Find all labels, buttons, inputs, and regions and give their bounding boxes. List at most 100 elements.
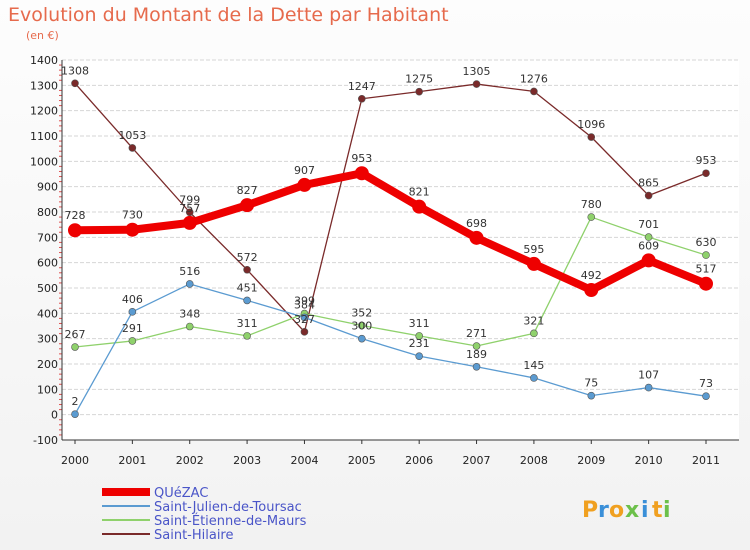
- data-label: 73: [699, 377, 713, 390]
- data-point: [300, 328, 309, 336]
- data-label: 352: [351, 306, 372, 319]
- data-label: 327: [294, 313, 315, 326]
- data-label: 728: [65, 209, 86, 222]
- data-label: 517: [696, 263, 717, 276]
- y-tick-label: 1100: [30, 130, 58, 143]
- data-label: 730: [122, 209, 143, 222]
- data-label: 595: [523, 243, 544, 256]
- logo-letter: i: [663, 498, 671, 523]
- x-tick-label: 2008: [520, 454, 548, 467]
- chart-title: Evolution du Montant de la Dette par Hab…: [8, 4, 449, 26]
- data-label: 291: [122, 322, 143, 335]
- data-label: 406: [122, 293, 143, 306]
- y-tick-label: 100: [37, 383, 58, 396]
- data-point: [472, 80, 481, 88]
- data-label: 516: [179, 265, 200, 278]
- data-label: 1308: [61, 64, 89, 77]
- data-label: 1275: [405, 73, 433, 86]
- data-point: [469, 230, 484, 245]
- y-tick-label: 1400: [30, 54, 58, 67]
- x-tick-label: 2004: [290, 454, 318, 467]
- data-label: 451: [237, 281, 258, 294]
- logo-letter: o: [609, 498, 624, 523]
- data-point: [412, 199, 427, 214]
- data-point: [128, 144, 137, 152]
- data-point: [68, 223, 82, 238]
- y-tick-label: 400: [37, 307, 58, 320]
- data-label: 384: [294, 298, 315, 311]
- y-tick-label: 500: [37, 282, 58, 295]
- data-label: 311: [237, 317, 258, 330]
- data-label: 907: [294, 164, 315, 177]
- series-line-3: [74, 82, 707, 333]
- data-label: 865: [638, 177, 659, 190]
- data-label: 953: [696, 154, 717, 167]
- data-point: [243, 296, 251, 305]
- logo-letter: x: [625, 498, 639, 523]
- data-point: [644, 191, 653, 200]
- data-point: [644, 383, 653, 392]
- data-label: 799: [179, 193, 200, 206]
- legend-label: Saint-Hilaire: [154, 528, 234, 543]
- data-point: [358, 334, 366, 343]
- data-label: 107: [638, 369, 659, 382]
- y-tick-label: 800: [37, 206, 58, 219]
- data-point: [300, 313, 309, 322]
- data-label: 271: [466, 327, 487, 340]
- chart-subtitle: (en €): [26, 29, 59, 42]
- data-point: [240, 198, 255, 213]
- y-tick-label: 700: [37, 231, 58, 244]
- data-label: 1247: [348, 80, 376, 93]
- x-tick-label: 2005: [348, 454, 376, 467]
- data-label: 348: [179, 308, 200, 321]
- data-point: [415, 352, 423, 360]
- y-tick-label: -100: [33, 434, 58, 447]
- data-point: [71, 343, 79, 351]
- data-point: [125, 222, 140, 237]
- data-point: [358, 94, 366, 103]
- y-tick-label: 300: [37, 333, 58, 346]
- data-point: [530, 329, 538, 338]
- data-label: 698: [466, 217, 487, 230]
- legend-label: Saint-Étienne-de-Maurs: [154, 513, 307, 529]
- data-label: 1053: [118, 129, 146, 142]
- data-label: 311: [409, 317, 430, 330]
- data-point: [699, 276, 713, 291]
- data-point: [584, 283, 599, 298]
- data-point: [128, 308, 137, 316]
- data-label: 492: [581, 269, 602, 282]
- y-tick-label: 600: [37, 257, 58, 270]
- logo-letter: t: [652, 498, 663, 523]
- data-label: 1276: [520, 72, 548, 85]
- data-label: 701: [638, 218, 659, 231]
- data-label: 572: [237, 251, 258, 264]
- logo-letter: i: [641, 498, 649, 523]
- data-point: [243, 332, 251, 340]
- data-point: [587, 133, 596, 141]
- y-tick-label: 200: [37, 358, 58, 371]
- data-point: [243, 265, 251, 274]
- data-point: [415, 332, 423, 340]
- data-point: [185, 208, 194, 217]
- data-point: [182, 215, 197, 230]
- x-tick-label: 2007: [463, 454, 491, 467]
- data-label: 300: [351, 320, 372, 333]
- data-point: [530, 87, 538, 96]
- data-point: [530, 374, 538, 382]
- x-tick-label: 2003: [233, 454, 261, 467]
- data-label: 145: [523, 359, 544, 372]
- data-label: 780: [581, 198, 602, 211]
- x-tick-label: 2009: [577, 454, 605, 467]
- data-label: 231: [409, 337, 430, 350]
- x-tick-label: 2011: [692, 454, 720, 467]
- data-point: [472, 342, 481, 350]
- data-point: [297, 177, 312, 192]
- series-line-1: [74, 283, 707, 415]
- data-point: [644, 233, 653, 241]
- data-point: [354, 166, 369, 181]
- y-tick-label: 1200: [30, 105, 58, 118]
- data-label: 75: [584, 377, 598, 390]
- data-label: 821: [409, 186, 430, 199]
